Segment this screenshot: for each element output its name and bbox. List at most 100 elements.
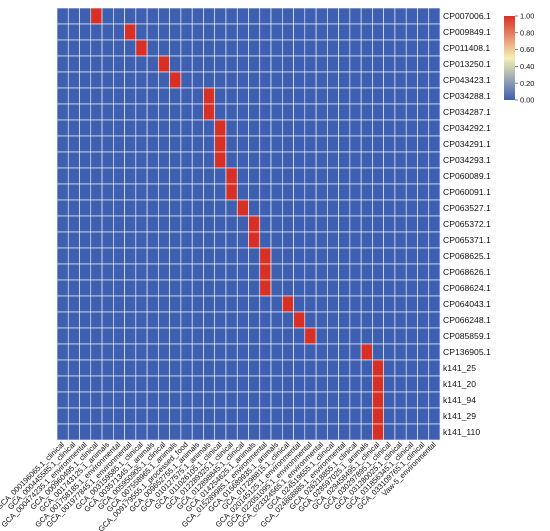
heatmap-cell: [372, 55, 384, 73]
heatmap-cell: [372, 263, 384, 281]
heatmap-cell: [428, 375, 441, 393]
heatmap-cell: [191, 39, 204, 57]
heatmap-cell: [248, 295, 261, 313]
heatmap-cell: [327, 359, 339, 377]
heatmap-cell: [293, 343, 306, 361]
heatmap-cell: [360, 71, 373, 89]
heatmap-cell: [56, 183, 69, 201]
heatmap-cell: [383, 39, 396, 57]
heatmap-cell: [191, 375, 204, 393]
heatmap-cell: [236, 343, 249, 361]
heatmap-cell: [180, 423, 193, 441]
heatmap-cell: [293, 231, 306, 249]
heatmap-cell: [225, 263, 238, 281]
heatmap-cell: [405, 87, 418, 105]
heatmap-cell: [293, 359, 306, 377]
heatmap-cell: [327, 327, 339, 345]
heatmap-cell: [158, 375, 170, 393]
colorbar-tick-label: 0.40: [520, 62, 534, 71]
heatmap-cell: [169, 39, 182, 57]
heatmap-cell: [383, 151, 396, 169]
heatmap-cell: [225, 199, 238, 217]
heatmap-cell: [383, 215, 396, 233]
heatmap-cell: [169, 151, 182, 169]
heatmap-cell: [383, 183, 396, 201]
heatmap-cell: [405, 199, 418, 217]
heatmap-cell: [113, 151, 125, 169]
heatmap-cell: [124, 423, 137, 441]
heatmap-cell: [304, 23, 317, 41]
heatmap-cell: [293, 407, 306, 425]
heatmap-cell: [293, 71, 306, 89]
heatmap-cell: [405, 151, 418, 169]
heatmap-cell: [225, 71, 238, 89]
heatmap-cell: [349, 231, 362, 249]
heatmap-cell: [101, 231, 114, 249]
heatmap-cell: [180, 55, 193, 73]
heatmap-cell: [338, 295, 351, 313]
heatmap-cell: [79, 279, 92, 297]
heatmap-cell: [169, 135, 182, 153]
heatmap-cell: [428, 39, 441, 57]
heatmap-cell: [124, 263, 137, 281]
heatmap-cell: [304, 263, 317, 281]
heatmap-cell: [360, 263, 373, 281]
heatmap-cell: [248, 215, 261, 233]
heatmap-cell: [158, 247, 170, 265]
heatmap-cell: [338, 391, 351, 409]
heatmap-cell: [146, 23, 159, 41]
heatmap-cell: [90, 343, 103, 361]
heatmap-cell: [360, 103, 373, 121]
heatmap-cell: [124, 279, 137, 297]
heatmap-cell: [259, 103, 272, 121]
heatmap-cell: [124, 359, 137, 377]
heatmap-cell: [259, 23, 272, 41]
heatmap-cell: [315, 103, 328, 121]
heatmap-cell: [135, 311, 148, 329]
heatmap-cell: [214, 167, 227, 185]
heatmap-cell: [259, 279, 272, 297]
heatmap-cell: [349, 183, 362, 201]
heatmap-cell: [304, 407, 317, 425]
heatmap-cell: [383, 423, 396, 441]
heatmap-cell: [304, 231, 317, 249]
heatmap-cell: [383, 87, 396, 105]
heatmap-cell: [315, 295, 328, 313]
heatmap-cell: [236, 423, 249, 441]
heatmap-cell: [349, 423, 362, 441]
heatmap-cell: [315, 55, 328, 73]
heatmap-cell: [146, 343, 159, 361]
heatmap-cell: [338, 247, 351, 265]
row-label: CP136905.1: [443, 347, 491, 357]
heatmap-cell: [405, 55, 418, 73]
heatmap-cell: [203, 359, 216, 377]
heatmap-cell: [417, 71, 430, 89]
heatmap-cell: [214, 407, 227, 425]
heatmap-cell: [394, 231, 407, 249]
heatmap-cell: [270, 55, 283, 73]
heatmap-cell: [338, 407, 351, 425]
heatmap-cell: [259, 215, 272, 233]
heatmap-cell: [203, 279, 216, 297]
heatmap-cell: [67, 391, 80, 409]
colorbar-ticks: 1.00 0.80 0.60 0.40 0.20 0.00: [515, 12, 534, 105]
heatmap-cell: [124, 7, 137, 25]
heatmap-cell: [214, 375, 227, 393]
heatmap-cell: [124, 343, 137, 361]
heatmap-cell: [259, 263, 272, 281]
heatmap-cell: [169, 375, 182, 393]
heatmap-cell: [236, 23, 249, 41]
heatmap-cell: [135, 135, 148, 153]
heatmap-cell: [225, 327, 238, 345]
heatmap-cell: [90, 215, 103, 233]
heatmap-cell: [236, 311, 249, 329]
heatmap-cell: [315, 7, 328, 25]
heatmap-cell: [405, 359, 418, 377]
heatmap-cell: [417, 343, 430, 361]
heatmap-cell: [360, 119, 373, 137]
heatmap-cell: [101, 391, 114, 409]
heatmap-cell: [225, 7, 238, 25]
heatmap-cell: [327, 231, 339, 249]
heatmap-cell: [315, 359, 328, 377]
heatmap-cell: [360, 23, 373, 41]
